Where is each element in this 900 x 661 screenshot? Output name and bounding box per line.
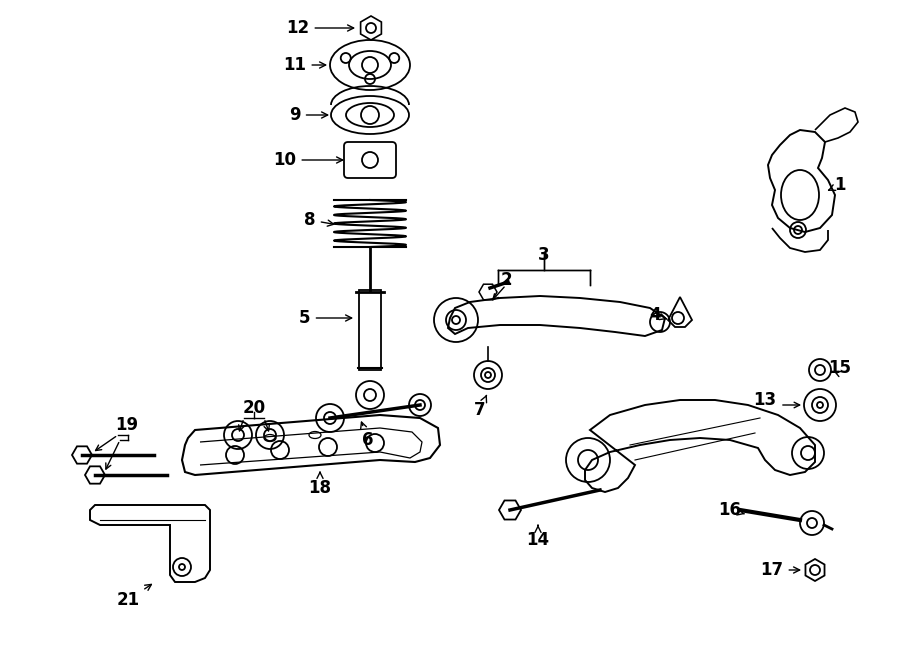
Text: 21: 21 [116,584,151,609]
Text: 8: 8 [304,211,334,229]
Text: 9: 9 [289,106,328,124]
Text: 5: 5 [299,309,352,327]
Text: 4: 4 [649,306,666,324]
Text: 7: 7 [474,395,487,419]
Text: 2: 2 [500,271,512,289]
Text: 14: 14 [526,525,550,549]
Text: 20: 20 [242,399,266,417]
Text: 19: 19 [115,416,139,434]
Text: 1: 1 [829,176,846,194]
Text: 13: 13 [753,391,777,409]
Text: 6: 6 [361,422,374,449]
Text: 11: 11 [284,56,326,74]
Text: 16: 16 [718,501,744,519]
Text: 10: 10 [274,151,343,169]
Text: 3: 3 [538,246,550,264]
Text: 12: 12 [286,19,354,37]
Text: 17: 17 [760,561,800,579]
Text: 18: 18 [309,473,331,497]
Text: 15: 15 [829,359,851,377]
